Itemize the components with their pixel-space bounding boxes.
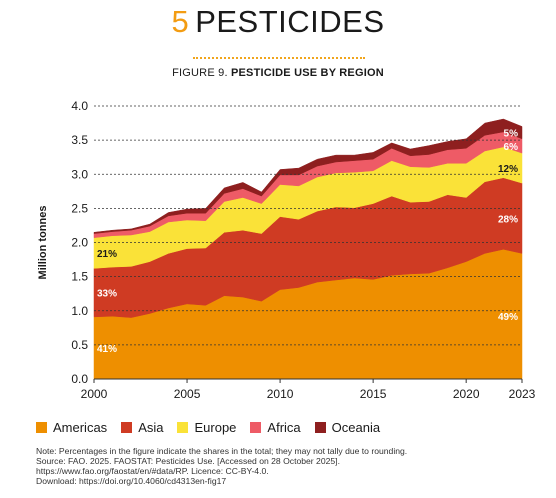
x-tick-label: 2023 (509, 387, 536, 401)
share-label-end: 6% (504, 142, 519, 153)
chart-legend: Americas Asia Europe Africa Oceania (36, 419, 394, 435)
legend-item-asia: Asia (121, 420, 163, 435)
legend-label: Europe (194, 419, 237, 435)
area-oceania (93, 118, 523, 234)
legend-swatch (36, 421, 47, 433)
share-label-start: 33% (97, 289, 117, 300)
y-tick-label: 1.5 (71, 270, 88, 284)
figure-prefix: FIGURE 9. (172, 67, 231, 79)
legend-label: Asia (138, 419, 164, 435)
legend-item-africa: Africa (250, 419, 301, 435)
share-label-end: 12% (498, 164, 518, 175)
licence-line: https://www.fao.org/faostat/en/#data/RP.… (36, 466, 269, 476)
figure-notes: Note: Percentages in the figure indicate… (36, 446, 551, 486)
share-label-start: 21% (97, 249, 117, 260)
x-tick-label: 2015 (360, 387, 387, 401)
y-tick-label: 2.0 (71, 236, 88, 250)
share-label-start: 41% (97, 344, 117, 355)
legend-swatch (121, 421, 133, 433)
y-tick-label: 4.0 (71, 99, 88, 113)
legend-label: Oceania (331, 419, 381, 435)
chapter-title: PESTICIDES (195, 4, 385, 39)
y-tick-label: 0.0 (71, 372, 88, 386)
decorative-divider (193, 57, 365, 59)
legend-swatch (177, 421, 189, 433)
legend-item-europe: Europe (177, 420, 236, 435)
note-line: Note: Percentages in the figure indicate… (36, 446, 408, 456)
figure-name: PESTICIDE USE BY REGION (230, 67, 384, 79)
legend-item-oceania: Oceania (314, 419, 381, 435)
legend-swatch (314, 421, 326, 433)
source-line: Source: FAO. 2025. FAOSTAT: Pesticides U… (36, 456, 340, 466)
x-tick-label: 2010 (267, 387, 294, 401)
y-tick-label: 0.5 (71, 338, 88, 352)
y-axis-label: Million tonnes (37, 206, 49, 280)
chapter-number: 5 (171, 4, 190, 39)
stacked-area-chart: 0.0 0.5 1.0 1.5 2.0 2.5 3.0 3.5 4.0 2000 2005 2010 2… (37, 99, 536, 401)
x-tick-label: 2020 (453, 387, 480, 401)
figure-title: FIGURE 9. PESTICIDE USE BY REGION (0, 67, 556, 79)
legend-swatch (250, 421, 262, 433)
legend-label: Africa (267, 419, 301, 435)
share-label-end: 49% (498, 312, 518, 323)
x-tick-label: 2005 (174, 387, 201, 401)
x-tick-label: 2000 (81, 387, 108, 401)
y-tick-label: 3.5 (71, 133, 88, 147)
legend-item-americas: Americas (36, 420, 107, 435)
share-label-end: 5% (504, 129, 519, 140)
y-tick-label: 2.5 (71, 201, 88, 215)
y-tick-label: 1.0 (71, 304, 88, 318)
chapter-heading: 5 PESTICIDES (0, 4, 556, 40)
share-label-end: 28% (498, 214, 518, 225)
download-line: Download: https://doi.org/10.4060/cd4313… (36, 476, 227, 486)
legend-label: Americas (53, 419, 108, 435)
y-tick-label: 3.0 (71, 167, 88, 181)
